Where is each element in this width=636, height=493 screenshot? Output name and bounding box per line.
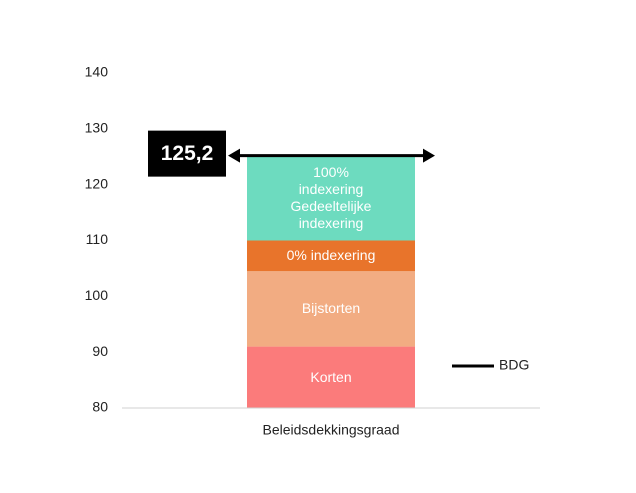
bar-segment: [247, 271, 415, 347]
arrow-head: [423, 148, 435, 163]
arrow-head: [228, 148, 240, 163]
bdg-value-label: 125,2: [161, 142, 214, 165]
y-tick-label: 120: [85, 175, 109, 191]
segment-label: 0% indexering: [247, 241, 415, 272]
legend-label: BDG: [499, 357, 529, 373]
y-tick-label: 100: [85, 287, 109, 303]
y-tick-label: 110: [86, 231, 109, 247]
y-tick-label: 140: [85, 64, 109, 80]
segment-label-text: Korten: [310, 368, 352, 385]
segment-label: Bijstorten: [247, 271, 415, 346]
bar-segment: [247, 240, 415, 272]
y-tick-label: 80: [92, 399, 108, 415]
bar-segment: [247, 155, 415, 241]
x-tick-label: Beleidsdekkingsgraad: [263, 422, 400, 438]
segment-label-text: 100% indexering Gedeeltelijke indexering: [290, 164, 372, 232]
value-box: [148, 130, 226, 177]
bar-segment: [247, 346, 415, 408]
y-tick-label: 130: [85, 120, 109, 136]
segment-label-text: 0% indexering: [286, 247, 376, 264]
segment-label-text: Bijstorten: [301, 300, 361, 317]
segment-label: 100% indexering Gedeeltelijke indexering: [247, 156, 415, 241]
y-tick-label: 90: [92, 343, 108, 359]
segment-label: Korten: [247, 347, 415, 408]
